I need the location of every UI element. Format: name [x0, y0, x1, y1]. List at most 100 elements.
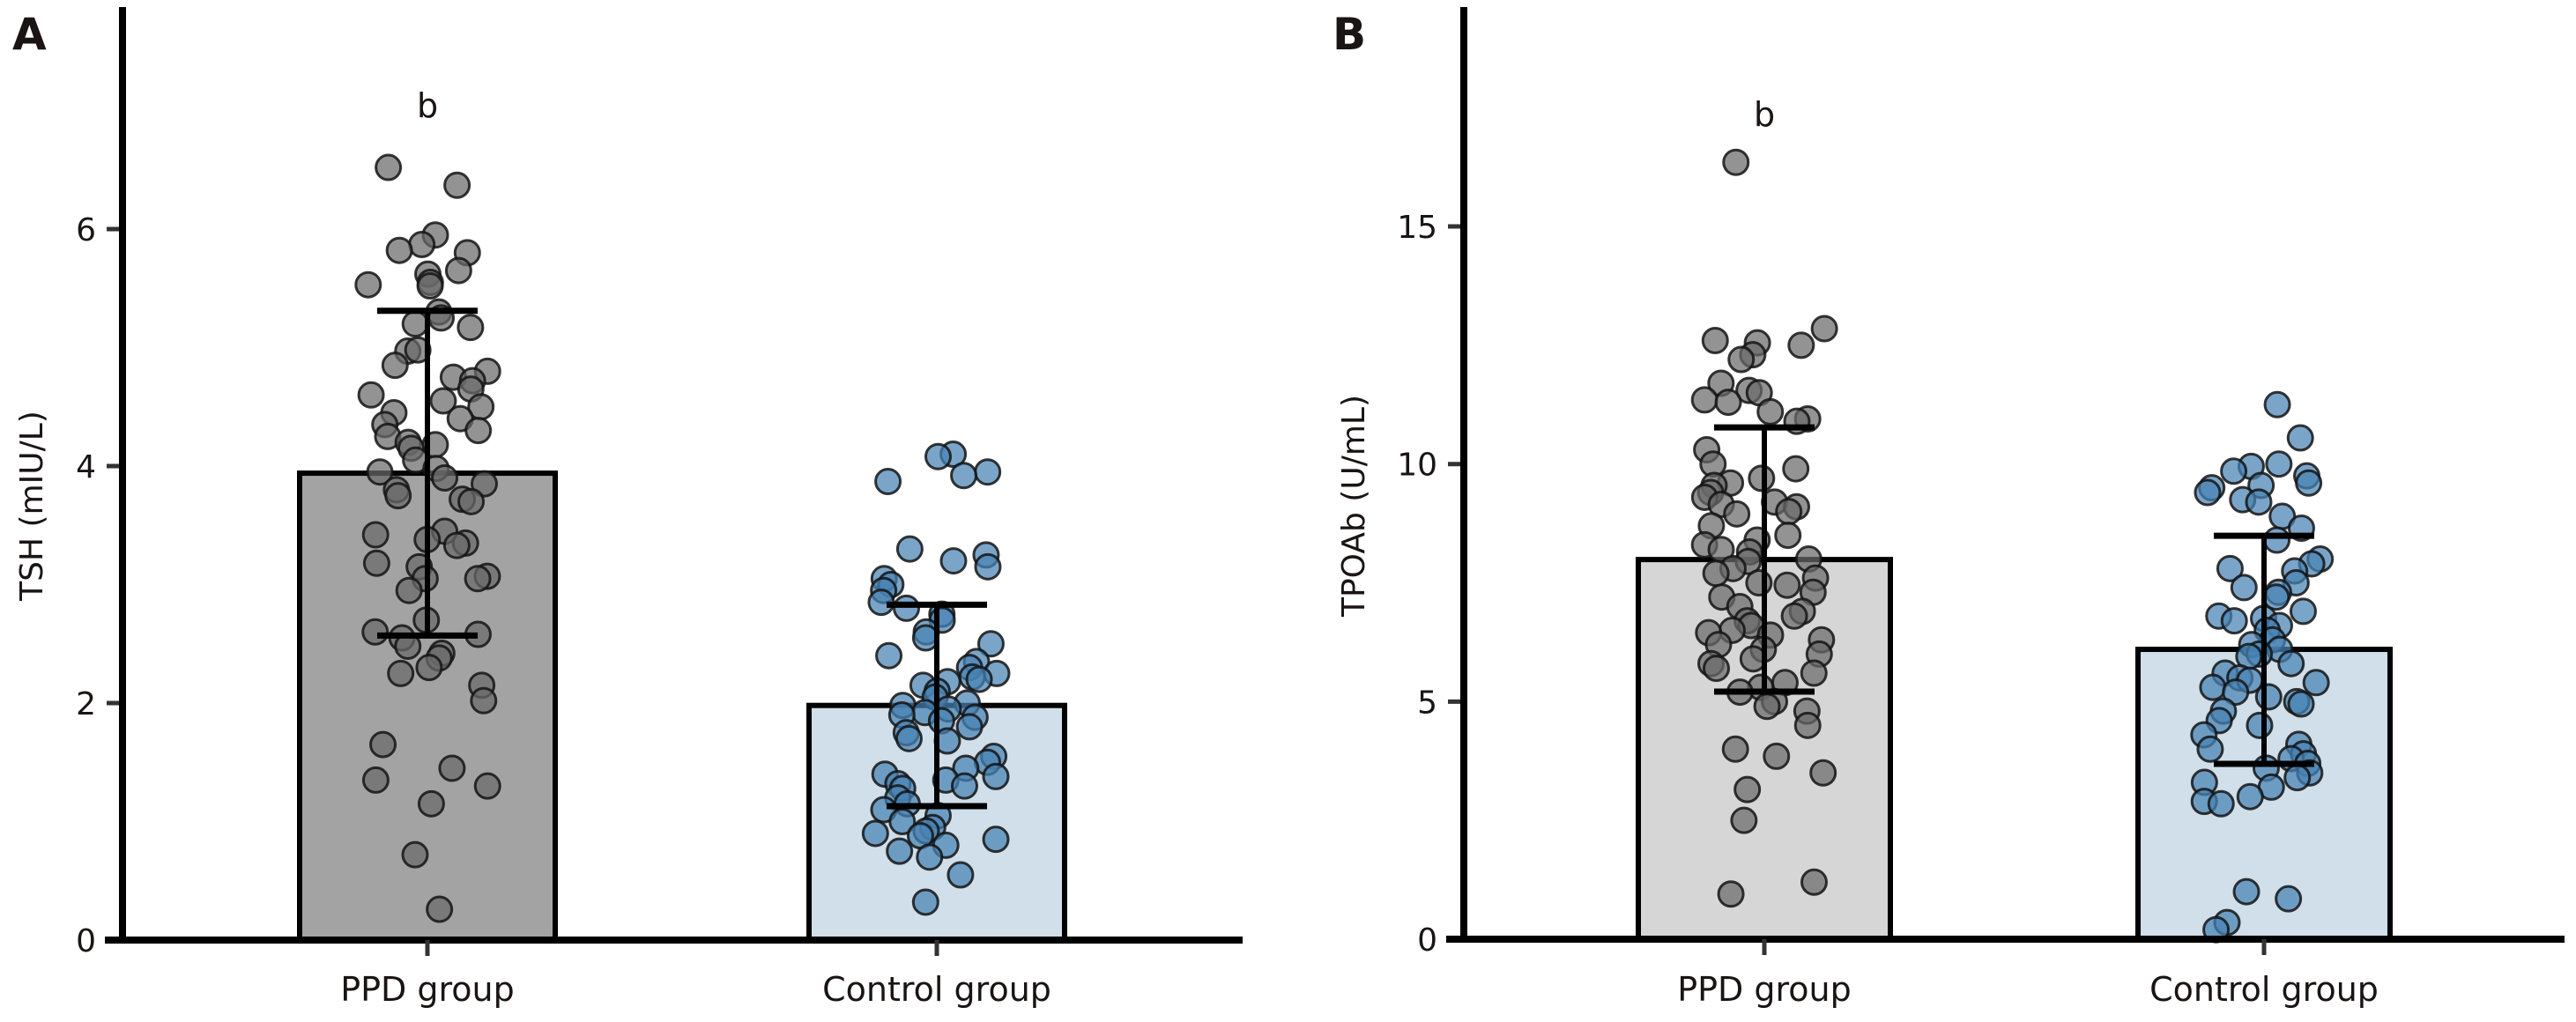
panel-b-annotations: b	[1754, 95, 1775, 134]
data-point	[2230, 574, 2258, 602]
data-point	[2302, 669, 2330, 697]
data-point	[366, 458, 394, 486]
data-point	[464, 565, 492, 593]
data-point	[387, 659, 415, 687]
data-point	[416, 272, 444, 300]
data-point	[1714, 389, 1742, 417]
data-point	[1690, 386, 1719, 414]
data-point	[357, 381, 385, 409]
data-point	[950, 772, 978, 800]
data-point	[2199, 673, 2227, 701]
data-point	[2232, 878, 2260, 906]
panel-a-error-bars	[377, 307, 987, 810]
data-point	[2216, 554, 2244, 582]
data-point	[1756, 397, 1785, 426]
data-point	[976, 630, 1005, 658]
significance-label: b	[1754, 95, 1775, 134]
data-point	[1702, 655, 1730, 683]
y-tick-label: 15	[1397, 210, 1437, 246]
data-point	[924, 442, 953, 470]
data-point	[415, 654, 443, 682]
y-tick-label: 4	[76, 449, 96, 485]
data-point	[1800, 659, 1828, 687]
data-point	[1733, 775, 1762, 804]
data-point	[2295, 469, 2323, 497]
data-point	[1748, 464, 1776, 492]
data-point	[438, 754, 466, 782]
y-tick-label: 0	[76, 923, 96, 959]
data-point	[384, 482, 412, 510]
x-tick-label: Control group	[822, 970, 1051, 1009]
data-point	[457, 487, 486, 515]
panel-b-y-axis-title: TPOAb (U/mL)	[1336, 395, 1372, 618]
data-point	[385, 236, 413, 264]
data-point	[431, 463, 459, 492]
data-point	[2194, 478, 2222, 507]
panel-b-y-ticks: 0 5 10 15	[1397, 210, 1464, 959]
panel-a-axes	[105, 7, 1243, 944]
data-point	[442, 531, 471, 559]
data-point	[426, 895, 454, 923]
data-point	[2263, 390, 2291, 418]
data-point	[464, 417, 493, 445]
data-point	[444, 256, 472, 285]
panel-a-category-labels: PPD group Control group	[340, 940, 1051, 1009]
data-point	[2254, 683, 2283, 711]
data-point	[2220, 607, 2248, 635]
x-tick-label: Control group	[2149, 970, 2379, 1009]
data-point	[1774, 522, 1802, 550]
panel-a: A TSH (mIU/L) 0 2 4 6 PPD group Control grou…	[12, 7, 1243, 1009]
data-point	[2265, 450, 2293, 478]
data-point	[1773, 571, 1801, 599]
data-point	[875, 641, 903, 670]
data-point	[470, 686, 498, 715]
panel-a-annotations: b	[417, 86, 438, 125]
data-point	[874, 467, 902, 495]
y-tick-label: 2	[76, 686, 96, 722]
data-point	[950, 462, 978, 490]
x-tick-label: PPD group	[1677, 970, 1852, 1009]
data-point	[408, 230, 436, 258]
y-tick-label: 6	[76, 212, 96, 248]
data-point	[401, 841, 429, 869]
panel-b-error-bars	[1714, 424, 2314, 767]
panel-a-points	[354, 153, 1011, 923]
data-point	[2245, 488, 2273, 516]
data-point	[1753, 692, 1781, 721]
panel-b-letter: B	[1333, 9, 1366, 60]
panel-b-axes	[1446, 7, 2565, 943]
data-point	[429, 387, 457, 415]
data-point	[2246, 711, 2274, 739]
data-point	[354, 270, 382, 299]
data-point	[1800, 868, 1828, 896]
data-point	[361, 766, 390, 794]
data-point	[861, 819, 889, 848]
data-point	[1721, 735, 1749, 763]
data-point	[1722, 148, 1750, 176]
data-point	[1723, 500, 1751, 528]
data-point	[1730, 806, 1758, 834]
data-point	[947, 861, 975, 889]
data-point	[955, 713, 984, 741]
data-point	[443, 171, 471, 199]
data-point	[361, 618, 390, 646]
data-point	[974, 458, 1002, 486]
data-point	[2263, 526, 2291, 554]
data-point	[2289, 597, 2317, 626]
significance-label: b	[417, 86, 438, 125]
data-point	[369, 730, 397, 759]
data-point	[1810, 315, 1838, 343]
data-point	[974, 552, 1002, 581]
data-point	[2277, 649, 2305, 678]
y-tick-label: 10	[1397, 448, 1437, 484]
data-point	[2275, 885, 2303, 913]
data-point	[362, 549, 390, 577]
data-point	[1793, 711, 1822, 739]
y-tick-label: 0	[1417, 922, 1437, 959]
data-point	[2220, 457, 2248, 485]
panel-a-y-ticks: 0 2 4 6	[76, 212, 122, 959]
data-point	[2207, 789, 2235, 818]
data-point	[895, 724, 923, 752]
data-point	[1727, 345, 1756, 374]
